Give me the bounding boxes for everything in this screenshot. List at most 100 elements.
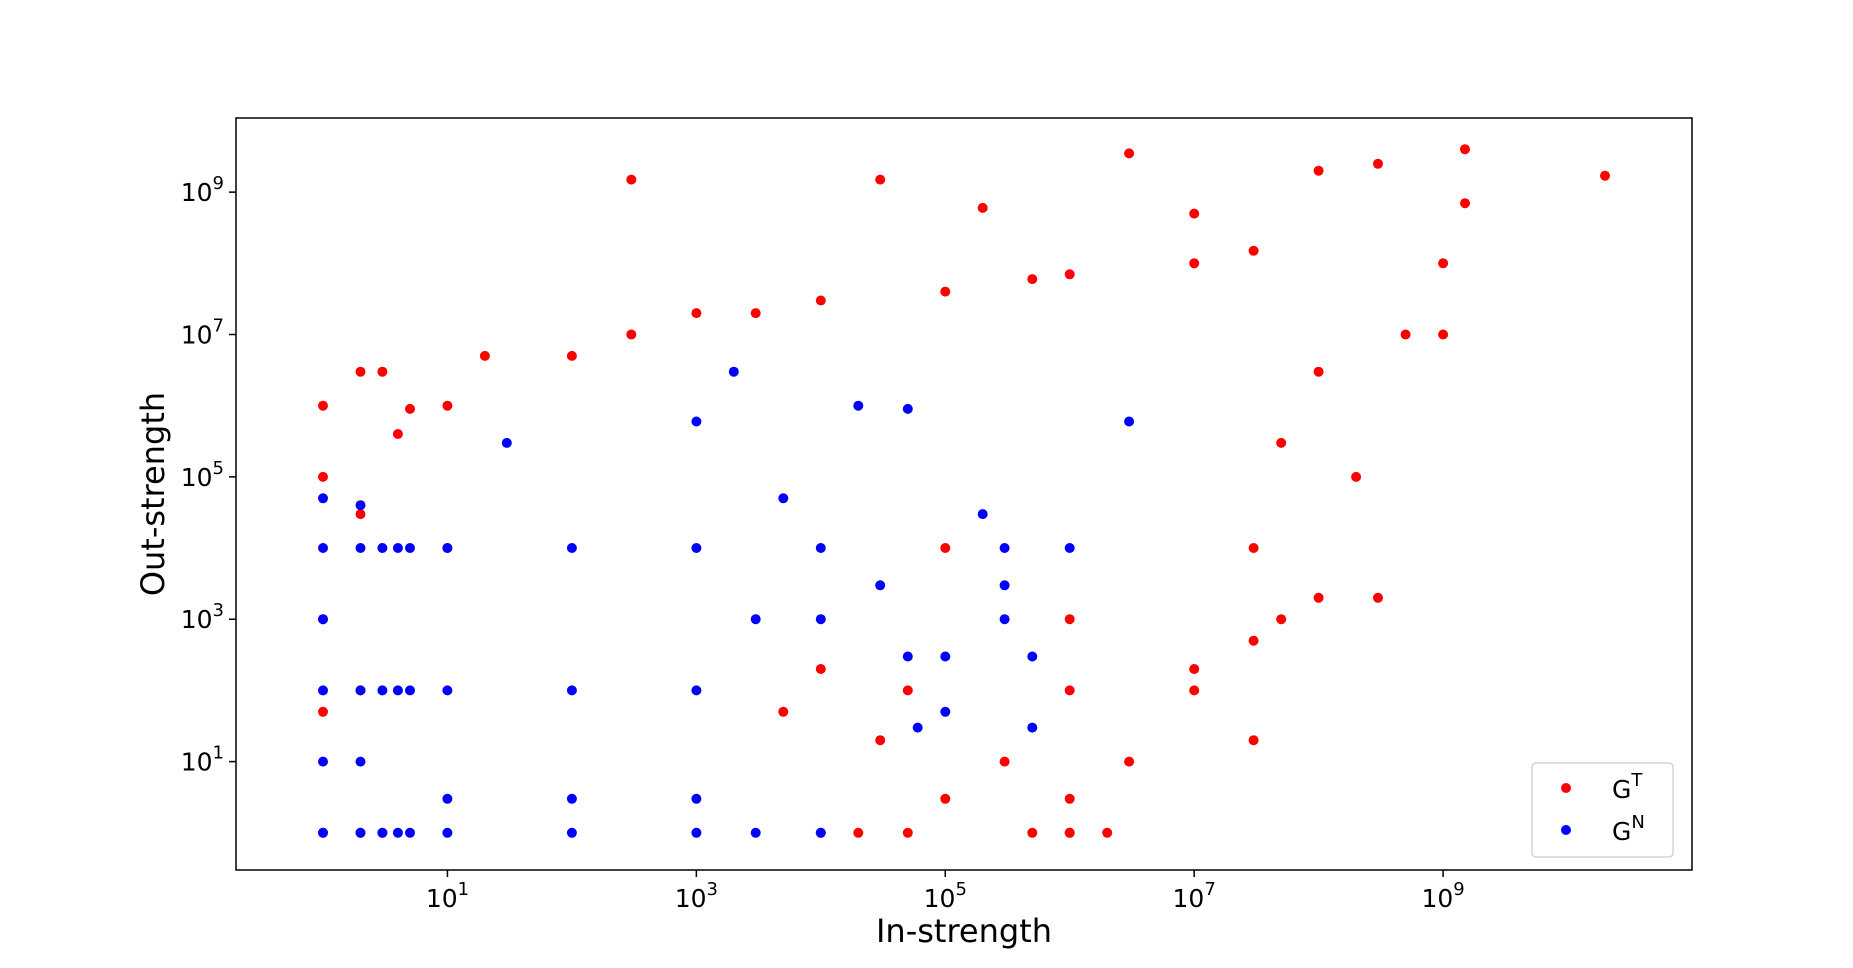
data-point xyxy=(815,664,826,674)
data-point xyxy=(1189,208,1200,219)
data-point xyxy=(392,827,403,838)
data-point xyxy=(318,685,328,696)
data-point xyxy=(999,614,1010,625)
data-point xyxy=(999,580,1010,591)
data-point xyxy=(1400,329,1411,340)
data-point xyxy=(442,827,453,838)
data-point xyxy=(691,827,702,838)
y-tick-label: 103 xyxy=(181,600,224,634)
data-point xyxy=(355,366,366,377)
data-point xyxy=(750,308,761,319)
legend-label-n: GN xyxy=(1612,812,1645,846)
x-axis-title: In-strength xyxy=(876,912,1052,950)
data-point xyxy=(355,827,366,838)
data-point xyxy=(1276,437,1287,448)
data-point xyxy=(853,827,864,838)
data-point xyxy=(318,827,328,838)
data-point xyxy=(1189,664,1200,674)
data-point xyxy=(566,350,577,361)
data-point xyxy=(1064,793,1075,804)
data-point xyxy=(392,429,403,439)
data-point xyxy=(355,500,366,511)
data-point xyxy=(1102,827,1113,838)
data-point xyxy=(377,827,388,838)
data-point xyxy=(750,614,761,625)
data-point xyxy=(875,580,886,591)
data-point xyxy=(1027,651,1038,662)
data-point xyxy=(501,437,512,448)
data-point xyxy=(1313,366,1324,377)
data-point xyxy=(626,174,637,185)
data-point xyxy=(940,286,951,297)
y-tick-label: 109 xyxy=(181,173,224,207)
data-point xyxy=(318,400,328,411)
data-point xyxy=(815,827,826,838)
data-point xyxy=(392,543,403,553)
data-point xyxy=(1064,685,1075,696)
data-point xyxy=(750,827,761,838)
data-point xyxy=(691,416,702,427)
x-tick-label: 109 xyxy=(1421,879,1464,913)
points-layer xyxy=(318,144,1610,838)
data-point xyxy=(566,827,577,838)
data-point xyxy=(853,400,864,411)
data-point xyxy=(442,543,453,553)
data-point xyxy=(999,543,1010,553)
data-point xyxy=(318,543,328,553)
data-point xyxy=(1248,543,1259,553)
data-point xyxy=(1027,274,1038,285)
data-point xyxy=(442,685,453,696)
x-tick-label: 103 xyxy=(675,879,718,913)
data-point xyxy=(318,493,328,504)
data-point xyxy=(1064,269,1075,280)
data-point xyxy=(1313,165,1324,176)
data-point xyxy=(377,366,388,377)
data-point xyxy=(318,756,328,767)
data-point xyxy=(977,202,988,213)
data-point xyxy=(1248,635,1259,646)
data-point xyxy=(1373,592,1383,603)
data-point xyxy=(1064,827,1075,838)
data-point xyxy=(1438,258,1449,269)
plot-frame xyxy=(235,117,1693,871)
data-point xyxy=(1124,148,1135,159)
legend: GT GN xyxy=(1531,762,1674,858)
data-point xyxy=(1064,614,1075,625)
y-tick-label: 101 xyxy=(181,743,224,777)
data-point xyxy=(1276,614,1287,625)
data-point xyxy=(902,827,913,838)
data-point xyxy=(442,793,453,804)
data-point xyxy=(566,543,577,553)
data-point xyxy=(940,793,951,804)
data-point xyxy=(1460,144,1470,155)
data-point xyxy=(815,614,826,625)
data-point xyxy=(1600,170,1610,181)
data-point xyxy=(479,350,490,361)
data-point xyxy=(691,308,702,319)
legend-marker-n xyxy=(1561,825,1571,835)
data-point xyxy=(875,735,886,746)
data-point xyxy=(977,509,988,520)
data-point xyxy=(405,403,415,414)
data-point xyxy=(1027,722,1038,733)
data-point xyxy=(778,493,789,504)
y-axis-title: Out-strength xyxy=(134,392,172,596)
data-point xyxy=(1373,158,1383,169)
data-point xyxy=(691,685,702,696)
data-point xyxy=(902,685,913,696)
data-point xyxy=(392,685,403,696)
data-point xyxy=(355,756,366,767)
legend-marker-t xyxy=(1561,783,1571,793)
data-point xyxy=(728,366,739,377)
series-n xyxy=(318,366,1135,838)
data-point xyxy=(626,329,637,340)
data-point xyxy=(940,651,951,662)
x-tick-label: 107 xyxy=(1173,879,1216,913)
data-point xyxy=(377,685,388,696)
data-point xyxy=(442,400,453,411)
y-axis-ticks: 101 103 105 107 109 xyxy=(181,173,236,777)
data-point xyxy=(405,543,415,553)
data-point xyxy=(1124,416,1135,427)
data-point xyxy=(1189,685,1200,696)
